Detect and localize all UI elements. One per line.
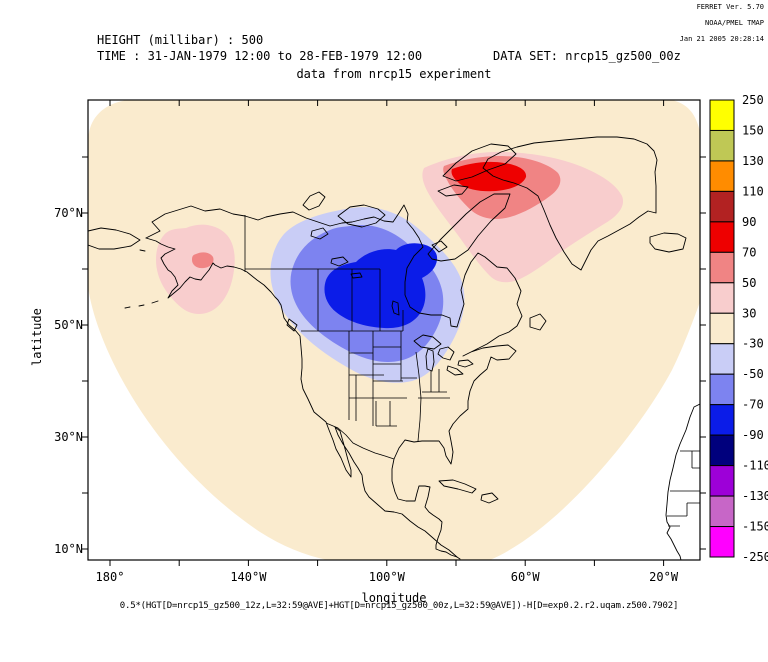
plot-subtitle: data from nrcp15 experiment xyxy=(296,67,492,81)
x-axis-title: longitude xyxy=(361,591,427,605)
coast-pacific-side xyxy=(145,237,458,558)
island-newfoundland xyxy=(529,313,547,331)
islands-aleutians xyxy=(124,249,159,309)
coast-greenland xyxy=(482,136,658,271)
lake-great-bear xyxy=(310,227,329,240)
coast-chukotka xyxy=(88,227,141,250)
colorbar-box xyxy=(709,404,735,436)
colorbar-legend: 250 150 130 110 90 70 50 30 -30 -50 -70 -90 -110 -130… xyxy=(709,93,768,564)
island-vancouver xyxy=(286,318,298,332)
colorbar-label: 110 xyxy=(742,184,764,198)
colorbar-label: 90 xyxy=(742,215,756,229)
border-us-mexico xyxy=(325,422,395,460)
colorbar-box xyxy=(709,190,735,223)
colorbar-label: -50 xyxy=(742,367,764,381)
colorbar-label: -90 xyxy=(742,428,764,442)
colorbar-box xyxy=(709,99,735,131)
island-cuba xyxy=(438,479,477,494)
island-baffin xyxy=(427,193,511,262)
colorbar-label: -70 xyxy=(742,398,764,412)
colorbar-box xyxy=(709,526,735,558)
colorbar-label: 50 xyxy=(742,276,756,290)
political-borders xyxy=(244,215,700,527)
colorbar-label: 30 xyxy=(742,306,756,320)
colorbar-label: 150 xyxy=(742,123,764,137)
variable-definition-formula: 0.5*(HGT[D=nrcp15_gz500_12z,L=32:59@AVE]… xyxy=(119,601,679,611)
colorbar-box xyxy=(709,434,735,467)
x-tick-label: 140°W xyxy=(230,570,267,584)
island-hispaniola xyxy=(480,492,499,504)
colorbar-label: -110 xyxy=(742,459,768,473)
lake-ontario xyxy=(457,359,474,368)
colorbar-label: -250 xyxy=(742,550,768,564)
colorbar-box xyxy=(709,221,735,253)
colorbar-box xyxy=(709,282,735,314)
x-tick-label: 180° xyxy=(96,570,125,584)
coastlines xyxy=(88,136,700,560)
borders-west-africa xyxy=(667,450,700,527)
colorbar-box xyxy=(709,160,735,192)
lake-superior xyxy=(413,334,442,350)
colorbar-box xyxy=(709,373,735,406)
lake-erie xyxy=(446,365,464,376)
x-tick-label: 60°W xyxy=(511,570,541,584)
lake-michigan xyxy=(425,348,435,372)
colorbar-label: -30 xyxy=(742,337,764,351)
map-frame xyxy=(87,99,701,561)
stamp-line-1: FERRET Ver. 5.70 xyxy=(696,3,764,11)
axis-ticks: 180° 140°W 100°W 60°W 20°W 10°N 30°N 50°N 70°N xyxy=(54,100,706,584)
coast-mainland-north-america xyxy=(145,204,523,560)
variable-title: HEIGHT (millibar) : 500 xyxy=(97,33,264,47)
colorbar-box xyxy=(709,495,735,528)
dataset-title: DATA SET: nrcp15_gz500_00z xyxy=(493,49,681,63)
time-range-title: TIME : 31-JAN-1979 12:00 to 28-FEB-1979 … xyxy=(97,49,423,63)
island-ellesmere xyxy=(442,143,517,182)
island-banks xyxy=(302,191,326,211)
coast-west-africa xyxy=(665,403,700,560)
colorbar-label: -150 xyxy=(742,520,768,534)
island-southampton xyxy=(431,240,448,253)
island-victoria xyxy=(337,204,386,228)
colorbar-box xyxy=(709,129,735,162)
stamp-line-3: Jan 21 2005 20:28:14 xyxy=(679,35,764,43)
colorbar-label: 250 xyxy=(742,93,764,107)
lake-great-slave xyxy=(330,256,349,267)
y-tick-label: 30°N xyxy=(54,430,83,444)
lake-huron xyxy=(437,346,455,361)
stamp-line-2: NOAA/PMEL TMAP xyxy=(704,19,764,27)
island-iceland xyxy=(649,232,687,253)
lake-winnipeg xyxy=(391,300,400,316)
colorbar-box xyxy=(709,465,735,497)
ferret-version-stamp: FERRET Ver. 5.70 NOAA/PMEL TMAP Jan 21 2… xyxy=(671,3,764,43)
x-tick-label: 100°W xyxy=(369,570,406,584)
colorbar-box xyxy=(709,343,735,375)
x-tick-label: 20°W xyxy=(649,570,679,584)
colorbar-box xyxy=(709,312,735,345)
y-tick-label: 50°N xyxy=(54,318,83,332)
island-devon xyxy=(437,184,469,197)
colorbar-label: -130 xyxy=(742,489,768,503)
borders-canadian-provinces xyxy=(245,268,381,331)
anomaly-positive-greenland xyxy=(422,151,624,283)
colorbar-label: 130 xyxy=(742,154,764,168)
y-tick-label: 70°N xyxy=(54,206,83,220)
y-tick-label: 10°N xyxy=(54,542,83,556)
colorbar-box xyxy=(709,251,735,284)
colorbar-label: 70 xyxy=(742,245,756,259)
borders-us-states xyxy=(348,331,450,442)
